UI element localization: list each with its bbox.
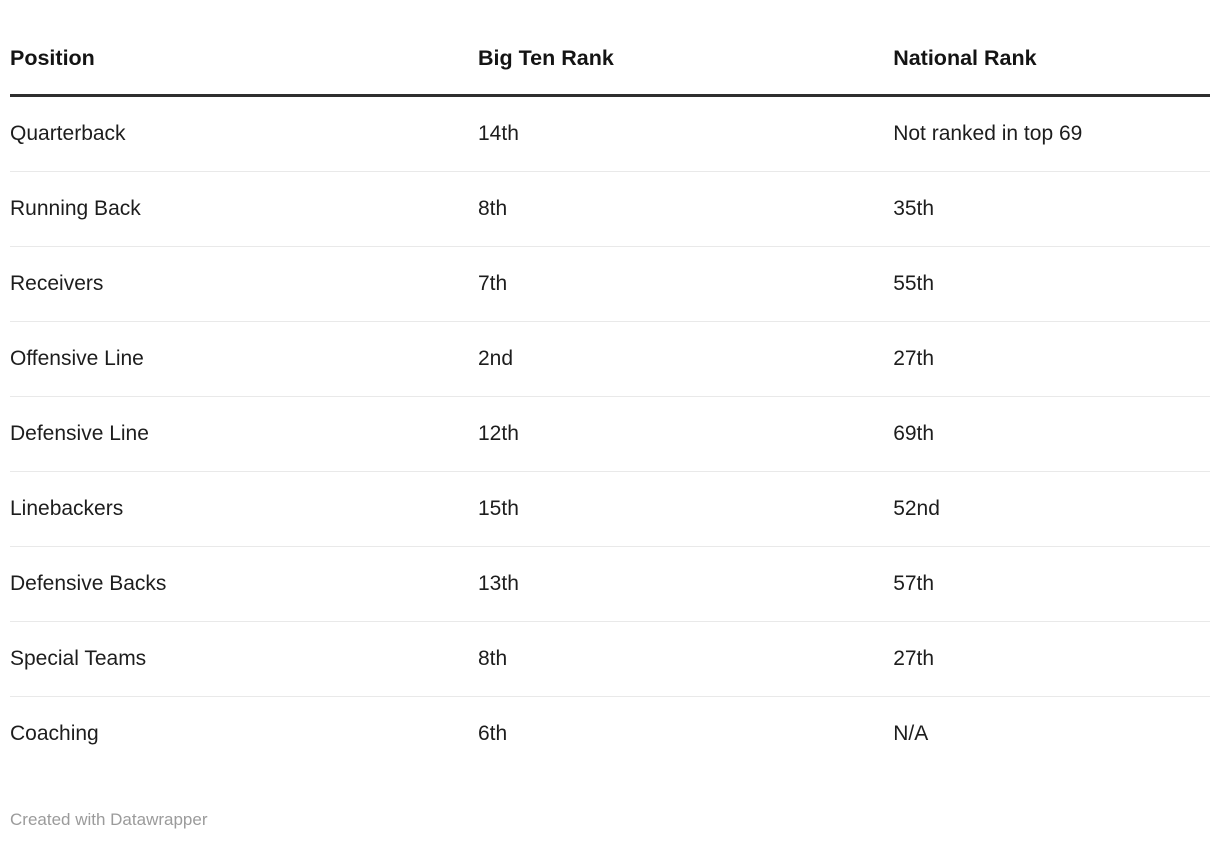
cell-national-rank: N/A	[893, 722, 929, 745]
cell-national-rank: Not ranked in top 69	[893, 95, 1210, 172]
cell-position: Defensive Backs	[10, 546, 478, 622]
table-row: Running Back 8th 35th	[10, 171, 1210, 247]
cell-national-rank: 55th	[893, 246, 1210, 322]
cell-big-ten-rank: 8th	[478, 621, 894, 697]
cell-national-rank: 27th	[893, 321, 1210, 397]
cell-position: Running Back	[10, 171, 478, 247]
cell-national-rank: 27th	[893, 621, 1210, 697]
column-header-big-ten-rank: Big Ten Rank	[478, 30, 894, 97]
cell-big-ten-rank: 13th	[478, 546, 894, 622]
cell-big-ten-rank: 7th	[478, 246, 894, 322]
table-row: Coaching 6th N/A	[10, 697, 1210, 772]
cell-national-rank: 69th	[893, 396, 1210, 472]
cell-national-rank: 52nd	[893, 471, 1210, 547]
cell-position: Special Teams	[10, 621, 478, 697]
table-row: Quarterback 14th Not ranked in top 69	[10, 95, 1210, 172]
header-row: Position Big Ten Rank National Rank	[10, 30, 1210, 97]
rankings-table: Position Big Ten Rank National Rank Quar…	[10, 30, 1210, 771]
cell-position: Quarterback	[10, 95, 478, 172]
cell-position: Defensive Line	[10, 396, 478, 472]
cell-big-ten-rank: 15th	[478, 471, 894, 547]
table-row: Receivers 7th 55th	[10, 246, 1210, 322]
cell-big-ten-rank: 12th	[478, 396, 894, 472]
datawrapper-attribution-link[interactable]: Created with Datawrapper	[10, 810, 208, 829]
cell-big-ten-rank: 6th	[478, 722, 508, 745]
column-header-national-rank: National Rank	[893, 30, 1210, 97]
table-body: Quarterback 14th Not ranked in top 69 Ru…	[10, 95, 1210, 772]
cell-national-rank: 35th	[893, 171, 1210, 247]
table-row: Special Teams 8th 27th	[10, 621, 1210, 697]
cell-national-rank: 57th	[893, 546, 1210, 622]
column-header-position: Position	[10, 30, 478, 97]
cell-big-ten-rank: 14th	[478, 95, 894, 172]
cell-position: Linebackers	[10, 471, 478, 547]
table-row: Offensive Line 2nd 27th	[10, 321, 1210, 397]
cell-position: Receivers	[10, 246, 478, 322]
table-row: Linebackers 15th 52nd	[10, 471, 1210, 547]
cell-position: Coaching	[10, 722, 99, 745]
table-header: Position Big Ten Rank National Rank	[10, 30, 1210, 97]
cell-big-ten-rank: 8th	[478, 171, 894, 247]
cell-big-ten-rank: 2nd	[478, 321, 894, 397]
cell-position: Offensive Line	[10, 321, 478, 397]
table-row: Defensive Backs 13th 57th	[10, 546, 1210, 622]
table-row: Defensive Line 12th 69th	[10, 396, 1210, 472]
